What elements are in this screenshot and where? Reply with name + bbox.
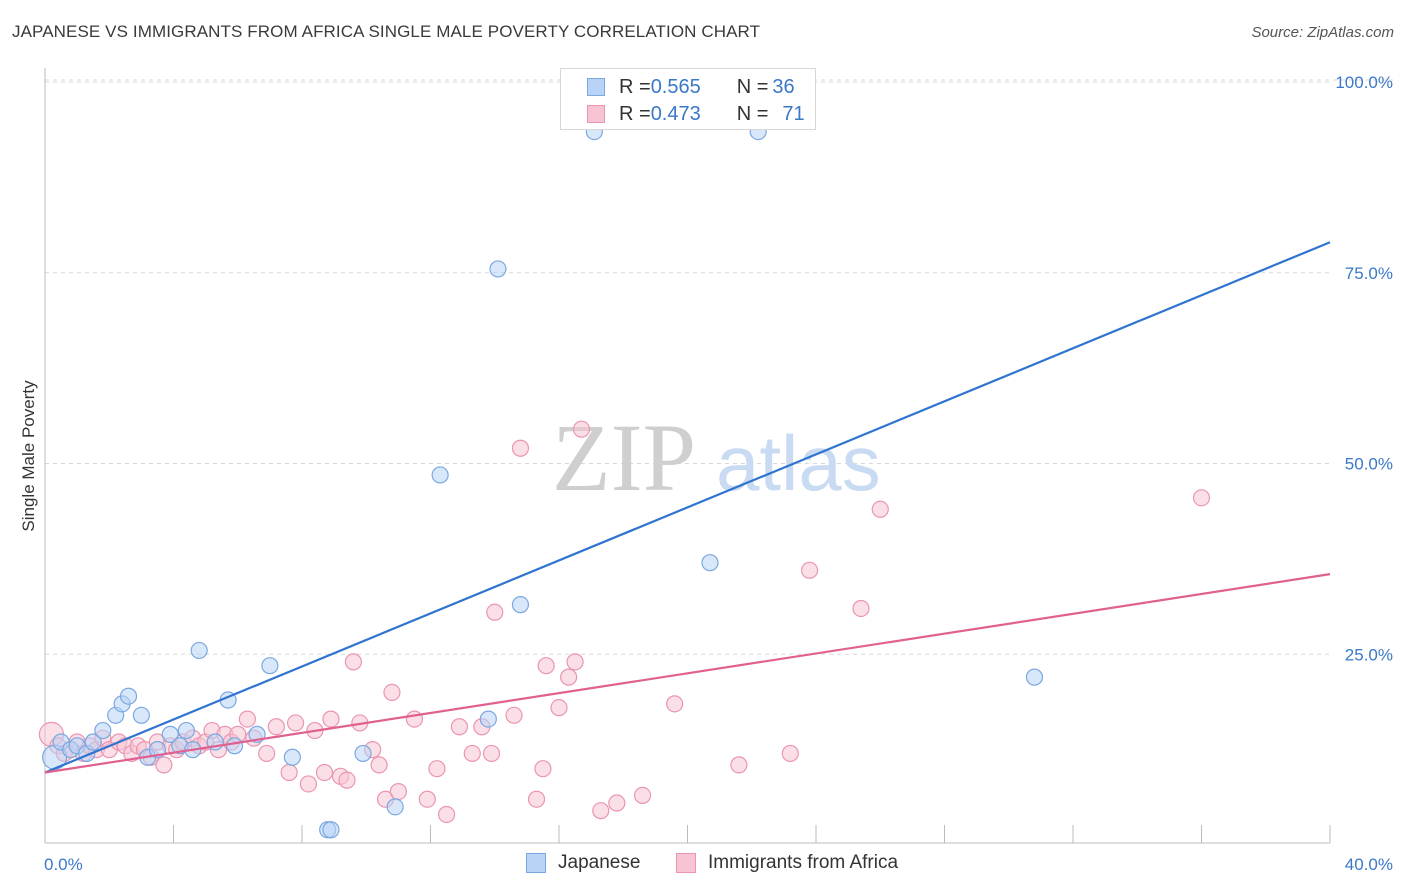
africa-point — [238, 710, 256, 728]
japanese-point — [190, 641, 208, 660]
africa-point — [527, 790, 546, 808]
y-tick-label: 25.0% — [1345, 645, 1393, 664]
africa-point — [322, 710, 340, 728]
r-label: R = — [619, 102, 651, 125]
africa-point — [537, 657, 555, 675]
africa-point — [286, 714, 305, 732]
japanese-trend-line — [44, 241, 1331, 774]
r-value: 0.565 — [650, 75, 701, 98]
africa-point — [315, 763, 334, 782]
africa-point — [486, 603, 504, 621]
africa-point — [338, 771, 356, 789]
japanese-point — [479, 710, 497, 728]
japanese-points — [42, 122, 1044, 839]
africa-point — [871, 500, 889, 518]
africa-point — [633, 786, 652, 805]
japanese-point — [94, 721, 112, 740]
n-value: 36 — [772, 75, 795, 98]
africa-point — [511, 439, 530, 457]
africa-point — [267, 718, 285, 736]
africa-point — [482, 744, 501, 763]
x-tick-label: 40.0% — [1345, 855, 1393, 874]
africa-point — [155, 756, 173, 774]
japanese-point — [511, 596, 530, 614]
n-value: 71 — [782, 102, 805, 125]
x-tick-label: 0.0% — [44, 855, 83, 874]
gridlines — [45, 79, 1393, 655]
africa-trend-line — [44, 573, 1331, 774]
japanese-point — [177, 721, 195, 740]
africa-point — [505, 706, 523, 724]
legend-swatch-japanese — [526, 853, 546, 873]
axes — [44, 68, 1331, 844]
japanese-point — [283, 748, 301, 766]
r-value: 0.473 — [650, 102, 701, 125]
y-tick-label: 100.0% — [1335, 73, 1393, 92]
y-axis-label: Single Male Poverty — [19, 380, 38, 532]
stats-legend-row-japanese: R = 0.565 N = 36 — [587, 74, 795, 100]
stats-legend: R = 0.565 N = 36 R = 0.473 N = 71 — [560, 68, 816, 130]
source-label: Source: ZipAtlas.com — [1251, 24, 1394, 41]
japanese-point — [386, 798, 404, 816]
africa-point — [566, 653, 584, 671]
n-label: N = — [736, 75, 769, 98]
legend-label-africa: Immigrants from Africa — [708, 852, 899, 873]
japanese-point — [431, 466, 449, 484]
n-label: N = — [736, 102, 769, 125]
watermark-atlas: atlas — [716, 419, 881, 507]
africa-point — [608, 794, 626, 812]
legend-swatch-africa — [587, 105, 605, 123]
africa-point — [370, 756, 388, 774]
africa-point — [428, 760, 446, 778]
africa-point — [550, 699, 568, 717]
japanese-point — [161, 725, 179, 743]
africa-point — [258, 744, 276, 763]
y-tick-label: 50.0% — [1345, 455, 1393, 474]
africa-point — [450, 718, 469, 736]
africa-point — [534, 760, 552, 778]
tick-labels: 25.0% 50.0% 75.0% 100.0% 0.0% 40.0% — [44, 73, 1393, 874]
africa-point — [560, 668, 578, 686]
legend-item-africa: Immigrants from Africa — [676, 852, 898, 874]
africa-point — [383, 683, 401, 702]
watermark: ZIP atlas — [552, 404, 881, 511]
r-label: R = — [619, 75, 651, 98]
japanese-point — [132, 706, 150, 724]
japanese-point — [261, 657, 279, 675]
africa-point — [572, 420, 591, 438]
legend-item-japanese: Japanese — [526, 852, 640, 874]
legend-swatch-africa — [676, 853, 696, 873]
watermark-zip: ZIP — [552, 404, 696, 511]
africa-point — [418, 790, 436, 808]
stats-legend-row-africa: R = 0.473 N = 71 — [587, 101, 805, 127]
africa-point — [781, 744, 799, 763]
africa-point — [463, 744, 481, 763]
japanese-point — [84, 733, 102, 751]
africa-point — [344, 653, 362, 671]
japanese-point — [1025, 668, 1044, 686]
japanese-point — [701, 554, 719, 572]
japanese-point — [354, 744, 372, 763]
africa-point — [852, 599, 870, 618]
africa-point — [1192, 489, 1211, 507]
africa-point — [730, 756, 748, 774]
chart-title: JAPANESE VS IMMIGRANTS FROM AFRICA SINGL… — [12, 22, 761, 41]
africa-point — [389, 782, 407, 801]
legend-label-japanese: Japanese — [558, 852, 641, 873]
trend-lines — [44, 241, 1331, 774]
japanese-point — [489, 260, 507, 278]
series-legend: Japanese Immigrants from Africa — [0, 852, 1406, 878]
y-tick-label: 75.0% — [1345, 264, 1393, 283]
africa-point — [280, 763, 298, 782]
africa-point — [592, 802, 610, 820]
japanese-point — [119, 687, 138, 705]
africa-point — [437, 805, 456, 824]
africa-point — [299, 775, 318, 793]
africa-point — [666, 695, 684, 713]
legend-swatch-japanese — [587, 78, 605, 96]
africa-point — [800, 561, 819, 579]
japanese-point — [322, 821, 340, 839]
japanese-point — [225, 737, 244, 755]
